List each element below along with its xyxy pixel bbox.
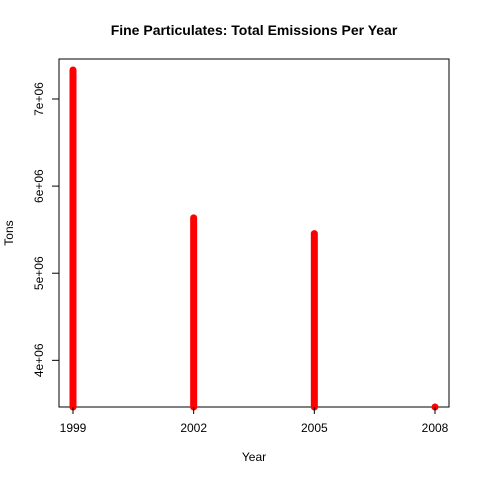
x-tick-label-2005: 2005	[301, 421, 328, 435]
x-tick-label-2008: 2008	[422, 421, 449, 435]
y-tick-label-4e+06: 4e+06	[32, 343, 46, 377]
x-axis: 1999 2002 2005 2008	[60, 407, 449, 435]
y-tick-label-5e+06: 5e+06	[32, 256, 46, 290]
plot-frame	[59, 59, 449, 407]
y-tick-label-6e+06: 6e+06	[32, 169, 46, 203]
x-tick-label-2002: 2002	[180, 421, 207, 435]
y-axis: 4e+06 5e+06 6e+06 7e+06	[32, 82, 59, 377]
chart-title: Fine Particulates: Total Emissions Per Y…	[111, 22, 398, 38]
y-axis-label: Tons	[2, 220, 16, 245]
x-axis-label: Year	[242, 450, 266, 464]
y-tick-label-7e+06: 7e+06	[32, 82, 46, 116]
x-tick-label-1999: 1999	[60, 421, 87, 435]
bars-group	[73, 70, 435, 407]
